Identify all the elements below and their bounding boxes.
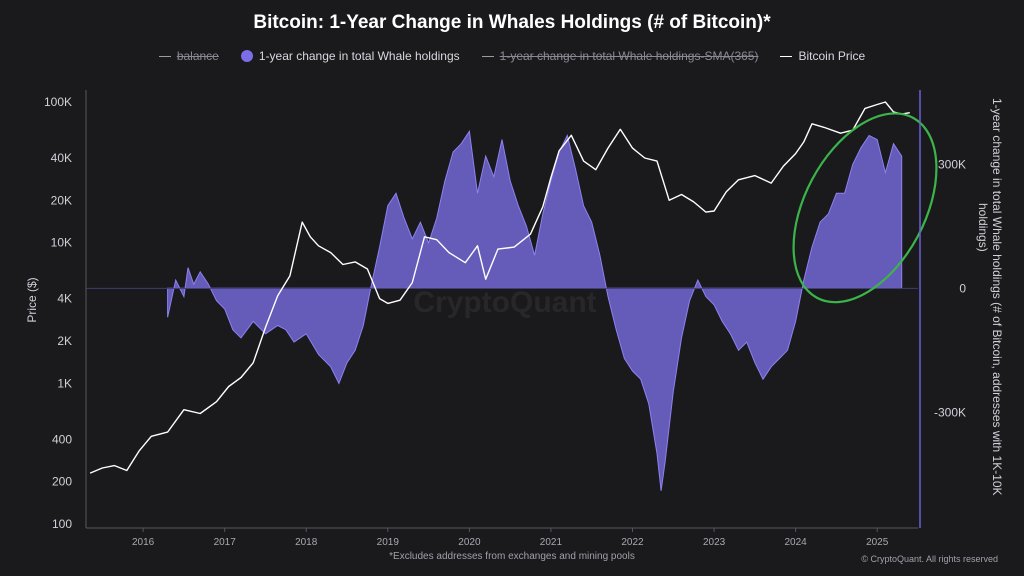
legend-line-icon	[158, 55, 171, 57]
x-tick-label: 2023	[703, 537, 726, 548]
right-axis-ticks: 300K 0 -300K	[934, 157, 966, 419]
credit: © CryptoQuant. All rights reserved	[861, 554, 998, 564]
x-tick-label: 2017	[214, 537, 237, 548]
legend-line-icon	[481, 55, 494, 57]
left-tick-label: 10K	[51, 236, 72, 250]
left-tick-label: 400	[52, 432, 72, 446]
highlight-ellipse	[792, 112, 938, 304]
left-tick-label: 2K	[57, 334, 72, 348]
btc-price-line	[89, 101, 910, 474]
left-tick-label: 1K	[57, 376, 72, 390]
legend-label-whale-change: 1-year change in total Whale holdings	[258, 49, 460, 63]
legend-line-icon	[780, 55, 793, 57]
highlight-layer	[792, 112, 938, 304]
x-tick-label: 2016	[132, 537, 155, 548]
right-tick-label: -300K	[934, 405, 966, 419]
legend-item-whale-change[interactable]: 1-year change in total Whale holdings	[240, 49, 460, 63]
legend-dot-icon	[240, 50, 253, 62]
x-axis-ticks: 2016 2017 2018 2019 2020 2021 2022 2023 2024 2025	[132, 528, 889, 548]
footnote: *Excludes addresses from exchanges and m…	[389, 551, 635, 562]
x-tick-label: 2018	[295, 537, 318, 548]
right-tick-label: 300K	[938, 157, 966, 171]
legend-item-btc-price[interactable]: Bitcoin Price	[780, 49, 865, 63]
left-tick-label: 40K	[51, 151, 72, 165]
left-tick-label: 100K	[44, 95, 72, 109]
legend: balance 1-year change in total Whale hol…	[0, 49, 1024, 63]
left-tick-label: 100	[52, 517, 72, 531]
right-axis-label-line1: 1-year change in total Whale holdings (#…	[990, 98, 1004, 496]
left-tick-label: 4K	[57, 292, 72, 306]
x-tick-label: 2021	[540, 537, 563, 548]
legend-label-whale-sma: 1-year change in total Whale holdings-SM…	[499, 49, 759, 63]
legend-item-whale-sma[interactable]: 1-year change in total Whale holdings-SM…	[481, 49, 759, 63]
x-tick-label: 2020	[458, 537, 481, 548]
left-tick-label: 200	[52, 475, 72, 489]
x-tick-label: 2022	[621, 537, 644, 548]
legend-label-btc-price: Bitcoin Price	[798, 49, 866, 63]
right-axis-label-line2: holdings)	[976, 203, 990, 252]
price-line-layer	[89, 101, 910, 474]
left-tick-label: 20K	[51, 193, 72, 207]
right-tick-label: 0	[959, 281, 966, 295]
whale-change-area	[167, 129, 903, 491]
x-tick-label: 2019	[377, 537, 400, 548]
watermark: CryptoQuant	[413, 286, 596, 319]
x-tick-label: 2024	[784, 537, 807, 548]
legend-label-balance: balance	[176, 49, 219, 63]
area-layer	[167, 129, 903, 491]
right-axis-label: 1-year change in total Whale holdings (#…	[976, 98, 1004, 499]
legend-item-balance[interactable]: balance	[158, 49, 219, 63]
x-tick-label: 2025	[866, 537, 889, 548]
left-axis-ticks: 100K 40K 20K 10K 4K 2K 1K 400 200 100	[44, 95, 72, 531]
chart-title: Bitcoin: 1-Year Change in Whales Holding…	[253, 12, 771, 33]
left-axis-label: Price ($)	[25, 277, 39, 322]
